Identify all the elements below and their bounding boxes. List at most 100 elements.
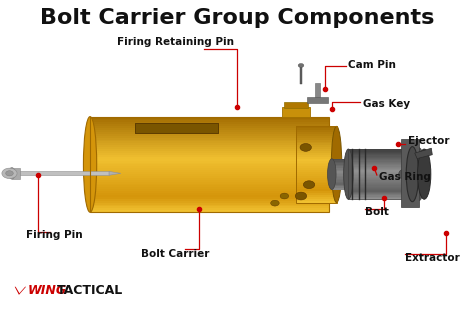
Text: Gas Key: Gas Key <box>363 99 410 109</box>
Ellipse shape <box>331 126 342 202</box>
Polygon shape <box>109 171 121 175</box>
Bar <box>296 128 337 130</box>
Bar <box>332 167 351 168</box>
Bar <box>296 149 337 151</box>
Ellipse shape <box>83 117 97 212</box>
Bar <box>90 124 329 126</box>
Bar <box>90 168 329 170</box>
Bar <box>90 147 329 149</box>
Bar <box>90 132 329 134</box>
Text: TACTICAL: TACTICAL <box>57 284 123 297</box>
Bar <box>90 144 329 145</box>
Bar <box>90 182 329 183</box>
Bar <box>315 83 320 102</box>
Ellipse shape <box>403 192 413 202</box>
Bar <box>348 150 412 152</box>
Ellipse shape <box>418 149 431 199</box>
Bar <box>348 167 412 168</box>
Circle shape <box>6 171 13 176</box>
Bar <box>348 188 412 189</box>
Bar <box>348 177 412 178</box>
Bar <box>135 123 218 133</box>
Bar <box>348 159 412 160</box>
Bar <box>296 176 337 178</box>
Ellipse shape <box>9 168 15 179</box>
Bar <box>332 182 351 183</box>
Bar <box>332 188 351 190</box>
Bar <box>348 156 412 158</box>
Bar <box>332 169 351 171</box>
Bar <box>332 177 351 179</box>
Bar <box>332 174 351 176</box>
Bar <box>348 170 412 172</box>
Bar <box>90 170 329 172</box>
Bar <box>90 136 329 138</box>
Bar <box>90 117 329 119</box>
Bar <box>348 153 412 154</box>
Bar <box>296 134 337 136</box>
Text: Firing Pin: Firing Pin <box>26 230 83 240</box>
Ellipse shape <box>399 169 409 179</box>
Bar <box>296 151 337 153</box>
Circle shape <box>280 193 289 199</box>
Ellipse shape <box>403 147 413 156</box>
Bar <box>296 174 337 176</box>
Bar <box>296 195 337 197</box>
Bar <box>90 163 329 165</box>
Bar <box>332 185 351 187</box>
Bar <box>348 179 412 180</box>
Bar <box>90 176 329 178</box>
Text: WING: WING <box>27 284 67 297</box>
Bar <box>90 178 329 180</box>
Bar <box>332 160 351 162</box>
Bar <box>296 153 337 155</box>
Bar <box>296 132 337 134</box>
Bar <box>296 185 337 187</box>
Bar <box>401 139 419 207</box>
Bar <box>90 117 329 212</box>
Bar <box>90 142 329 144</box>
Bar <box>296 197 337 199</box>
Bar <box>90 172 329 174</box>
Bar <box>90 201 329 203</box>
Bar <box>90 138 329 140</box>
Bar <box>90 191 329 193</box>
Bar <box>296 170 337 172</box>
Bar <box>348 158 412 159</box>
Ellipse shape <box>411 192 422 202</box>
Bar <box>348 149 412 199</box>
Bar <box>296 126 337 128</box>
Bar <box>90 153 329 155</box>
Bar <box>348 198 412 199</box>
Bar <box>348 182 412 183</box>
Bar <box>348 169 412 170</box>
Bar <box>90 193 329 195</box>
Text: Gas Ring: Gas Ring <box>379 172 431 181</box>
Bar <box>90 195 329 197</box>
Bar <box>332 179 351 180</box>
Bar <box>135 123 218 133</box>
Bar <box>296 181 337 183</box>
Bar <box>348 197 412 198</box>
Bar <box>284 102 308 108</box>
Ellipse shape <box>411 147 422 156</box>
Bar <box>348 174 412 175</box>
Bar <box>348 165 412 167</box>
Bar <box>296 193 337 195</box>
Ellipse shape <box>344 149 353 199</box>
Bar <box>296 199 337 201</box>
Bar <box>296 130 337 132</box>
Bar <box>307 97 328 103</box>
Bar <box>90 121 329 122</box>
Bar <box>348 175 412 177</box>
Bar <box>348 149 412 150</box>
Bar <box>90 161 329 163</box>
Bar <box>90 119 329 121</box>
Bar <box>296 159 337 161</box>
Bar <box>332 163 351 165</box>
Bar <box>296 179 337 181</box>
Bar <box>348 152 412 153</box>
Bar <box>296 155 337 157</box>
Bar <box>348 168 412 169</box>
Bar <box>348 163 412 164</box>
